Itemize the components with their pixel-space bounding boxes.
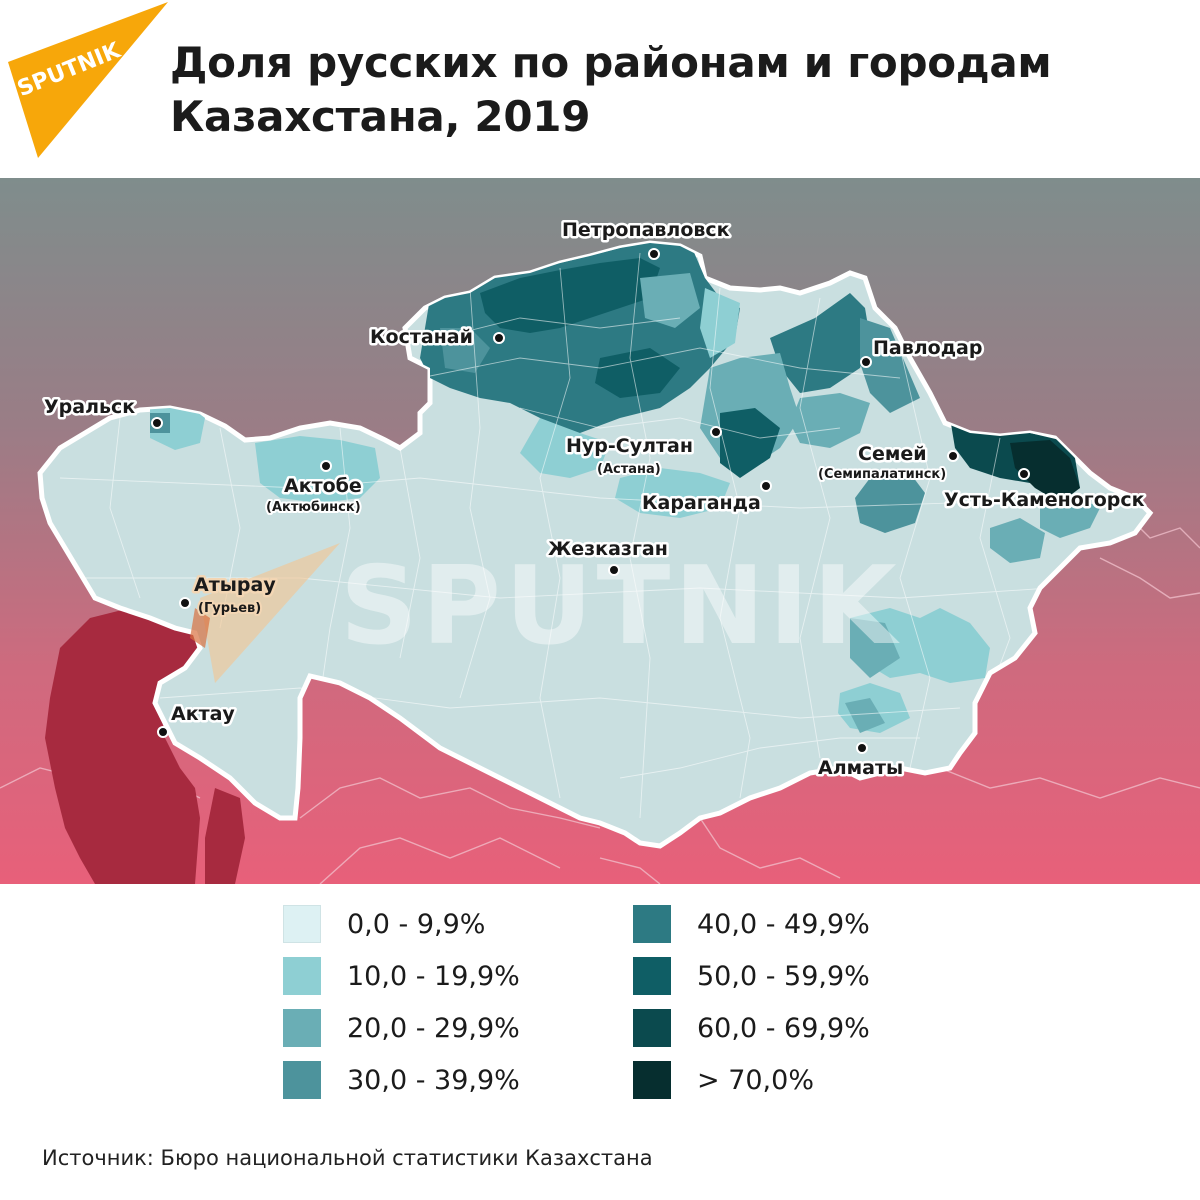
city-sublabel-atyrau: (Гурьев) (198, 601, 261, 616)
city-dot-zhezkazgan (608, 564, 620, 576)
watermark: SPUTNIK (340, 544, 901, 669)
legend-swatch (633, 957, 671, 995)
legend-item: 30,0 - 39,9% (283, 1061, 520, 1099)
map: SPUTNIK Петропавловск Костанай Павлодар … (0, 178, 1200, 884)
city-dot-almaty (856, 742, 868, 754)
city-sublabel-nur-sultan: (Астана) (597, 462, 661, 477)
legend-item: 10,0 - 19,9% (283, 957, 520, 995)
district-fills (150, 243, 1100, 733)
city-sublabel-semey: (Семипалатинск) (818, 467, 946, 482)
city-label-aktobe: Актобе (284, 475, 362, 497)
city-label-uralsk: Уральск (44, 396, 135, 418)
legend-item: 0,0 - 9,9% (283, 905, 485, 943)
legend-swatch (633, 1009, 671, 1047)
city-label-petropavlovsk: Петропавловск (562, 219, 730, 241)
city-label-nur-sultan: Нур-Султан (566, 435, 693, 457)
city-label-ust-kamenogorsk: Усть-Каменогорск (944, 489, 1145, 511)
legend-swatch (283, 957, 321, 995)
page-title: Доля русских по районам и городам Казахс… (170, 38, 1052, 141)
legend-label: 0,0 - 9,9% (347, 908, 486, 940)
city-dot-nur-sultan (710, 426, 722, 438)
city-dot-aktobe (320, 460, 332, 472)
city-dot-pavlodar (860, 356, 872, 368)
legend-item: > 70,0% (633, 1061, 814, 1099)
atyrau-highlight (200, 543, 340, 683)
legend-label: 50,0 - 59,9% (697, 960, 870, 992)
legend-label: 20,0 - 29,9% (347, 1012, 520, 1044)
aral-region (205, 788, 245, 884)
city-label-pavlodar: Павлодар (873, 337, 982, 359)
legend: 0,0 - 9,9% 10,0 - 19,9% 20,0 - 29,9% 30,… (283, 900, 923, 1110)
city-label-zhezkazgan: Жезказган (548, 538, 668, 560)
city-label-almaty: Алматы (818, 757, 903, 779)
legend-label: 60,0 - 69,9% (697, 1012, 870, 1044)
legend-swatch (633, 905, 671, 943)
city-dot-atyrau (179, 597, 191, 609)
city-label-aktau: Актау (171, 703, 235, 725)
source-note: Источник: Бюро национальной статистики К… (42, 1146, 653, 1170)
city-label-karaganda: Караганда (642, 492, 761, 514)
legend-swatch (283, 905, 321, 943)
city-label-semey: Семей (858, 443, 927, 465)
city-sublabel-aktobe: (Актюбинск) (266, 500, 361, 515)
city-dot-aktau (157, 726, 169, 738)
legend-item: 20,0 - 29,9% (283, 1009, 520, 1047)
city-label-kostanay: Костанай (370, 326, 473, 348)
legend-swatch (633, 1061, 671, 1099)
city-dots (151, 248, 1030, 754)
city-label-atyrau: Атырау (194, 574, 276, 596)
legend-label: 30,0 - 39,9% (347, 1064, 520, 1096)
legend-swatch (283, 1061, 321, 1099)
neighbor-borders (0, 517, 1200, 884)
legend-label: > 70,0% (697, 1064, 814, 1096)
city-dot-uralsk (151, 417, 163, 429)
city-dot-semey (947, 450, 959, 462)
atyrau-marker-shape (190, 608, 210, 648)
sputnik-logo: SPUTNIK (0, 0, 175, 165)
city-dot-petropavlovsk (648, 248, 660, 260)
legend-item: 40,0 - 49,9% (633, 905, 870, 943)
legend-label: 10,0 - 19,9% (347, 960, 520, 992)
city-dot-karaganda (760, 480, 772, 492)
legend-label: 40,0 - 49,9% (697, 908, 870, 940)
legend-item: 50,0 - 59,9% (633, 957, 870, 995)
legend-swatch (283, 1009, 321, 1047)
city-dot-kostanay (493, 332, 505, 344)
logo-shape (8, 2, 168, 158)
city-dot-ust-kamenogorsk (1018, 468, 1030, 480)
legend-item: 60,0 - 69,9% (633, 1009, 870, 1047)
